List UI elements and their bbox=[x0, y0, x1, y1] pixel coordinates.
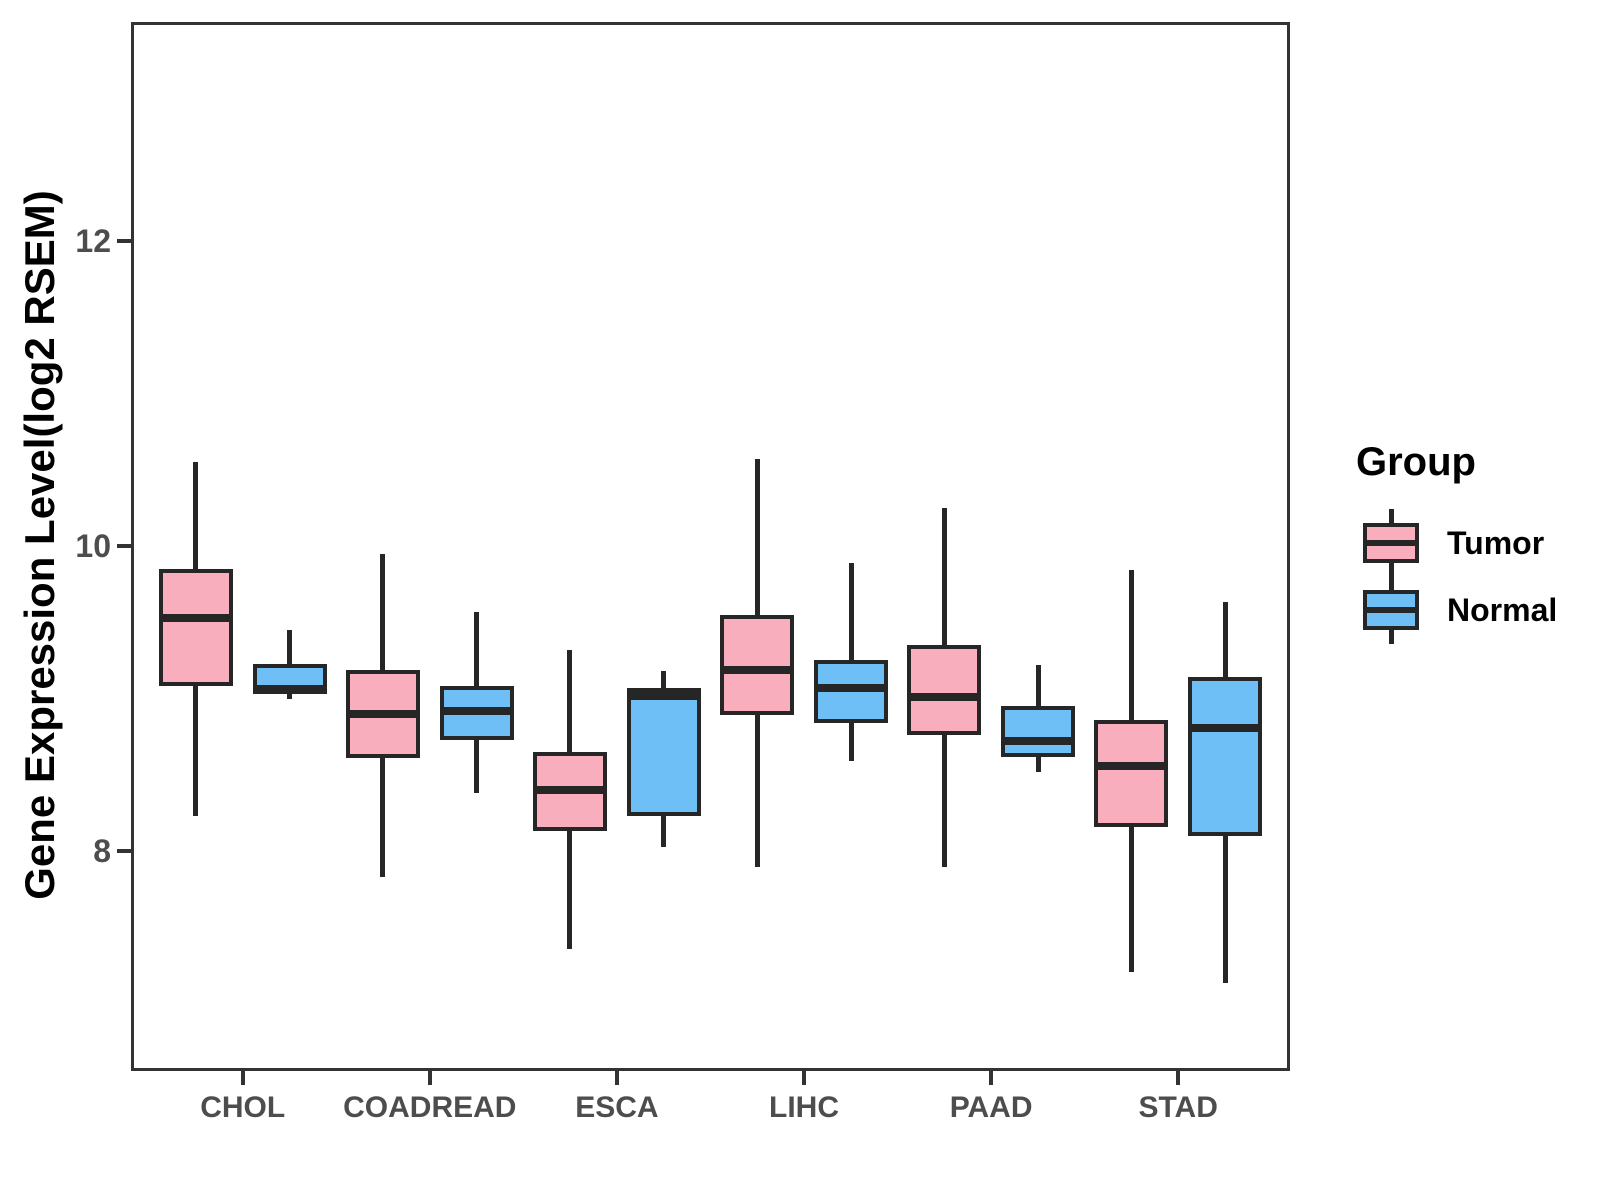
median-normal-stad bbox=[1188, 723, 1263, 732]
x-tick-mark bbox=[240, 1071, 245, 1085]
y-tick-mark bbox=[117, 238, 131, 243]
legend-label-normal: Normal bbox=[1447, 592, 1558, 628]
whisker-upper-normal-chol bbox=[287, 629, 293, 666]
box-tumor-paad bbox=[907, 645, 982, 736]
whisker-lower-tumor-paad bbox=[941, 733, 947, 867]
median-tumor-chol bbox=[158, 613, 233, 622]
x-tick-label: STAD bbox=[1138, 1091, 1218, 1124]
legend-key-median-normal bbox=[1363, 607, 1419, 613]
whisker-upper-tumor-chol bbox=[193, 462, 199, 571]
y-tick-label: 10 bbox=[75, 528, 111, 564]
median-tumor-lihc bbox=[720, 665, 794, 674]
whisker-lower-normal-stad bbox=[1222, 834, 1228, 983]
median-tumor-stad bbox=[1094, 761, 1169, 770]
x-tick-label: LIHC bbox=[769, 1091, 839, 1124]
x-tick-label: CHOL bbox=[200, 1091, 286, 1124]
legend-title: Group bbox=[1356, 440, 1476, 484]
y-tick-mark bbox=[117, 544, 131, 548]
whisker-lower-tumor-coadread bbox=[380, 756, 386, 878]
median-normal-coadread bbox=[439, 706, 514, 715]
x-tick-mark bbox=[1176, 1071, 1181, 1085]
median-normal-chol bbox=[252, 685, 327, 694]
median-normal-esca bbox=[626, 691, 701, 700]
median-tumor-paad bbox=[907, 693, 982, 702]
whisker-upper-normal-paad bbox=[1035, 665, 1041, 709]
median-normal-lihc bbox=[814, 683, 888, 692]
whisker-lower-normal-chol bbox=[287, 692, 293, 699]
x-tick-label: COADREAD bbox=[343, 1091, 517, 1124]
box-tumor-chol bbox=[158, 568, 233, 687]
box-normal-esca bbox=[626, 687, 701, 817]
whisker-lower-tumor-esca bbox=[567, 829, 573, 949]
whisker-lower-tumor-chol bbox=[193, 684, 199, 817]
box-tumor-lihc bbox=[720, 614, 794, 716]
box-tumor-stad bbox=[1094, 720, 1169, 827]
x-tick-mark bbox=[989, 1071, 994, 1085]
x-tick-mark bbox=[427, 1071, 432, 1085]
box-normal-paad bbox=[1001, 706, 1076, 757]
whisker-upper-normal-lihc bbox=[848, 562, 854, 663]
whisker-upper-tumor-lihc bbox=[754, 458, 760, 617]
whisker-lower-normal-coadread bbox=[474, 737, 480, 794]
median-normal-paad bbox=[1001, 737, 1076, 746]
x-tick-mark bbox=[614, 1071, 619, 1085]
whisker-upper-normal-coadread bbox=[474, 611, 480, 689]
whisker-lower-normal-lihc bbox=[848, 721, 854, 762]
legend-label-tumor: Tumor bbox=[1447, 525, 1545, 561]
x-tick-label: ESCA bbox=[575, 1091, 659, 1124]
whisker-upper-normal-esca bbox=[661, 671, 667, 690]
whisker-lower-tumor-lihc bbox=[754, 713, 760, 867]
plot-panel bbox=[131, 22, 1290, 1071]
whisker-upper-normal-stad bbox=[1222, 602, 1228, 680]
y-tick-label: 8 bbox=[93, 833, 111, 870]
whisker-lower-tumor-stad bbox=[1128, 824, 1134, 972]
x-tick-mark bbox=[802, 1071, 806, 1085]
whisker-upper-tumor-coadread bbox=[380, 553, 386, 672]
whisker-upper-tumor-esca bbox=[567, 649, 573, 755]
whisker-upper-tumor-paad bbox=[941, 507, 947, 648]
median-tumor-esca bbox=[532, 786, 607, 795]
whisker-lower-normal-esca bbox=[661, 814, 667, 847]
whisker-lower-normal-paad bbox=[1035, 754, 1041, 772]
box-normal-stad bbox=[1188, 677, 1263, 837]
x-tick-label: PAAD bbox=[949, 1091, 1033, 1124]
whisker-upper-tumor-stad bbox=[1128, 570, 1134, 723]
legend-key-median-tumor bbox=[1363, 540, 1419, 546]
y-tick-label: 12 bbox=[75, 222, 111, 259]
y-tick-mark bbox=[117, 849, 131, 854]
median-tumor-coadread bbox=[345, 709, 420, 718]
